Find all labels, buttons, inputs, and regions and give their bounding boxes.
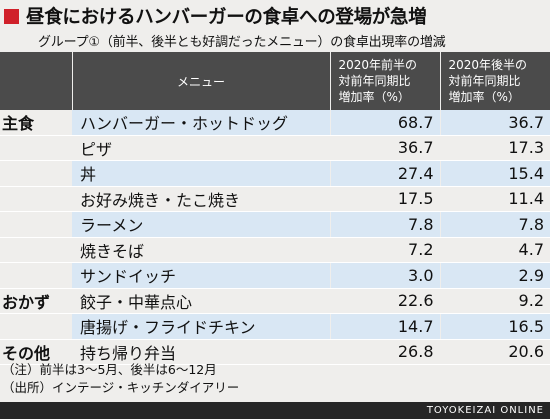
row-category [0,262,72,289]
table-header-row: メニュー 2020年前半の 対前年同期比 増加率（%） 2020年後半の 対前年… [0,52,550,110]
table-row: 唐揚げ・フライドチキン 14.7 16.5 [0,313,550,340]
header-second-half-line3: 増加率（%） [448,90,520,104]
row-second-half-value: 7.8 [439,211,550,238]
chart-subtitle: グループ①（前半、後半とも好調だったメニュー）の食卓出現率の増減 [38,35,446,50]
row-menu: ピザ [72,135,330,161]
table-row: 丼 27.4 15.4 [0,160,550,187]
row-first-half-value: 22.6 [329,288,440,314]
row-menu: お好み焼き・たこ焼き [72,186,330,212]
row-second-half-value: 20.6 [439,339,550,365]
table-row: サンドイッチ 3.0 2.9 [0,262,550,289]
row-second-half-value: 36.7 [439,110,550,136]
table-row: ラーメン 7.8 7.8 [0,211,550,238]
row-category: おかず [0,288,72,314]
table-row: その他 持ち帰り弁当 26.8 20.6 [0,339,550,365]
footnotes: （注）前半は3〜5月、後半は6〜12月 （出所）インテージ・キッチンダイアリー [2,361,239,397]
row-first-half-value: 7.2 [329,237,440,263]
chart-title: 昼食におけるハンバーガーの食卓への登場が急増 [26,7,427,28]
row-first-half-value: 36.7 [329,135,440,161]
row-category: 主食 [0,110,72,136]
title-marker [4,8,19,24]
row-menu: 持ち帰り弁当 [72,339,330,365]
row-second-half-value: 15.4 [439,160,550,187]
row-category [0,313,72,340]
header-second-half-line1: 2020年後半の [448,58,528,72]
row-menu: 焼きそば [72,237,330,263]
row-menu: ラーメン [72,211,330,238]
row-category [0,186,72,212]
row-category [0,237,72,263]
row-category [0,160,72,187]
footnote-period: （注）前半は3〜5月、後半は6〜12月 [2,362,217,377]
data-table: メニュー 2020年前半の 対前年同期比 増加率（%） 2020年後半の 対前年… [0,52,550,365]
row-first-half-value: 7.8 [329,211,440,238]
row-menu: サンドイッチ [72,262,330,289]
table-row: 焼きそば 7.2 4.7 [0,237,550,263]
table-row: 主食 ハンバーガー・ホットドッグ 68.7 36.7 [0,110,550,136]
title-row: 昼食におけるハンバーガーの食卓への登場が急増 [4,4,427,28]
header-first-half-line2: 対前年同期比 [338,74,411,88]
row-second-half-value: 2.9 [439,262,550,289]
row-first-half-value: 26.8 [329,339,440,365]
row-first-half-value: 17.5 [329,186,440,212]
row-first-half-value: 3.0 [329,262,440,289]
row-category [0,135,72,161]
row-first-half-value: 27.4 [329,160,440,187]
row-menu: 唐揚げ・フライドチキン [72,313,330,340]
row-second-half-value: 17.3 [439,135,550,161]
row-first-half-value: 68.7 [329,110,440,136]
row-category: その他 [0,339,72,365]
table-row: おかず 餃子・中華点心 22.6 9.2 [0,288,550,314]
header-first-half-line3: 増加率（%） [338,90,410,104]
row-category [0,211,72,238]
header-second-half-line2: 対前年同期比 [448,74,521,88]
header-menu: メニュー [71,52,330,110]
header-second-half: 2020年後半の 対前年同期比 増加率（%） [439,52,550,110]
table-row: お好み焼き・たこ焼き 17.5 11.4 [0,186,550,212]
header-first-half-line1: 2020年前半の [338,58,418,72]
row-menu: 餃子・中華点心 [72,288,330,314]
row-second-half-value: 16.5 [439,313,550,340]
row-second-half-value: 11.4 [439,186,550,212]
row-first-half-value: 14.7 [329,313,440,340]
header-first-half: 2020年前半の 対前年同期比 増加率（%） [329,52,440,110]
header-category [0,52,72,110]
row-menu: ハンバーガー・ホットドッグ [72,110,330,136]
row-menu: 丼 [72,160,330,187]
footnote-source: （出所）インテージ・キッチンダイアリー [2,380,240,395]
row-second-half-value: 4.7 [439,237,550,263]
row-second-half-value: 9.2 [439,288,550,314]
table-row: ピザ 36.7 17.3 [0,135,550,161]
brand-footer: TOYOKEIZAI ONLINE [0,402,550,419]
